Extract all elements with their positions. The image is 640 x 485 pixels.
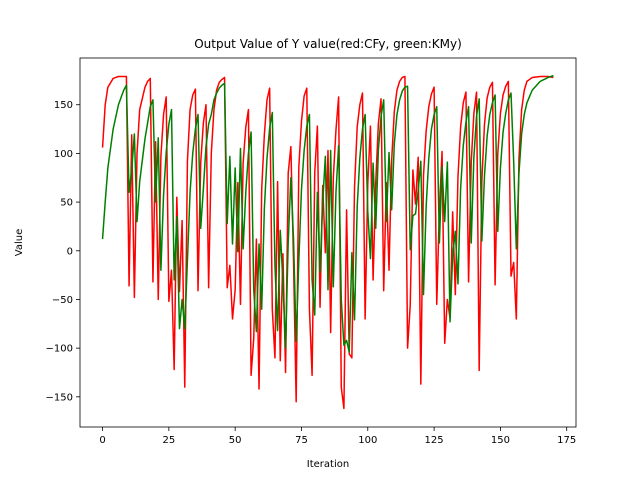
y-tick-label: −100 [46, 344, 73, 355]
y-axis-ticks: −150 −100 −50 0 50 100 150 [46, 100, 80, 403]
y-tick-label: 100 [54, 149, 73, 160]
x-tick-label: 50 [229, 435, 242, 446]
x-tick-label: 125 [425, 435, 444, 446]
y-tick-label: 150 [54, 100, 73, 111]
x-tick-label: 150 [491, 435, 510, 446]
y-tick-label: 0 [67, 246, 73, 257]
x-tick-label: 0 [99, 435, 105, 446]
series-layer [101, 74, 554, 410]
chart-title: Output Value of Y value(red:CFy, green:K… [194, 37, 462, 51]
x-tick-label: 100 [358, 435, 377, 446]
x-tick-label: 25 [162, 435, 175, 446]
plot-frame [79, 57, 577, 428]
x-axis-ticks: 0 25 50 75 100 125 150 175 [99, 427, 576, 446]
y-tick-label: 50 [60, 198, 73, 209]
x-axis-label: Iteration [307, 459, 349, 470]
y-tick-label: −150 [46, 392, 73, 403]
y-tick-label: −50 [52, 295, 73, 306]
x-tick-label: 75 [295, 435, 308, 446]
y-axis-label: Value [14, 229, 25, 256]
series-line-green [101, 74, 554, 353]
x-tick-label: 175 [557, 435, 576, 446]
